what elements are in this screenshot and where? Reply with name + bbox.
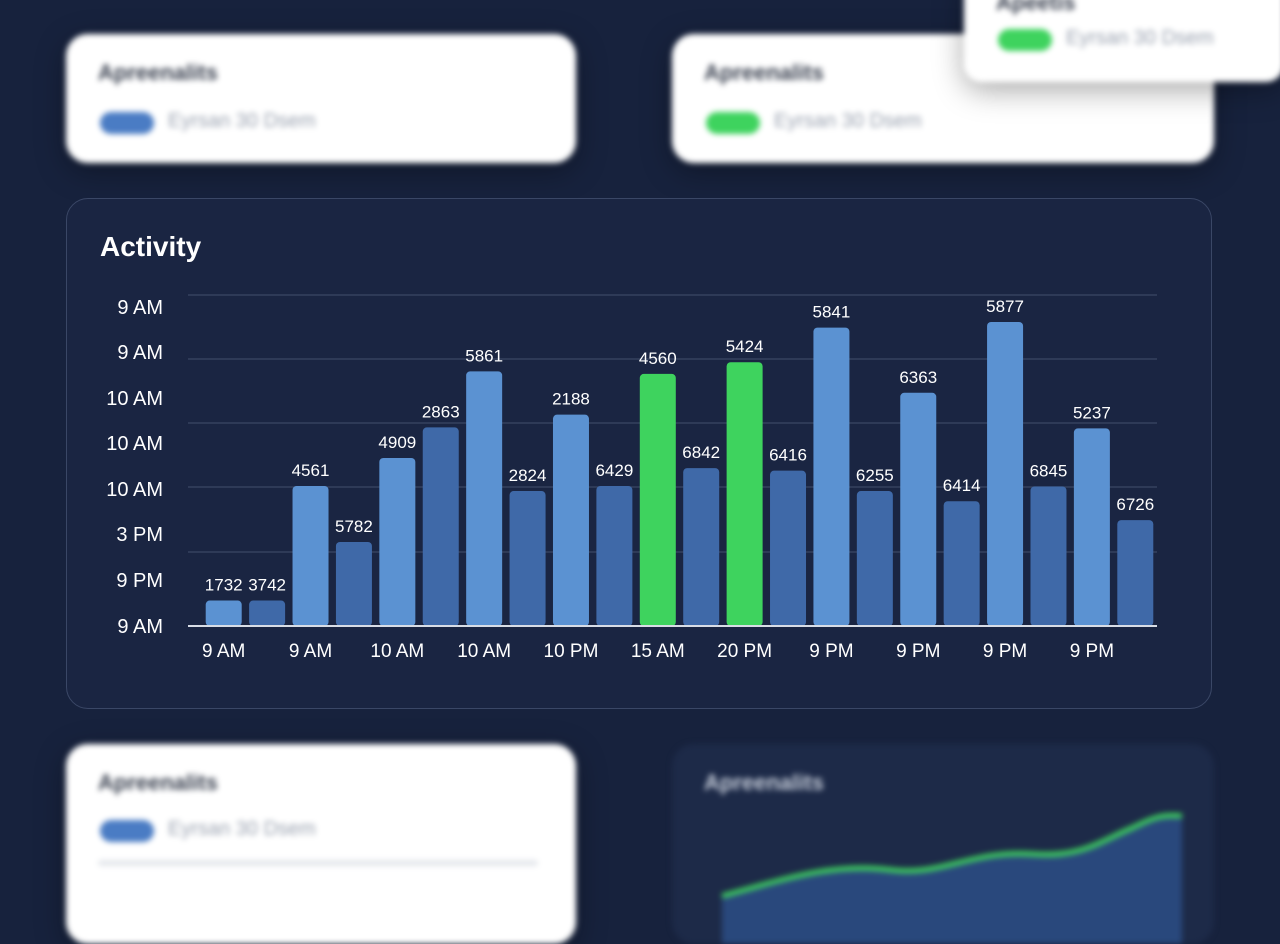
data-label: 6416 — [769, 446, 807, 465]
y-tick-label: 9 AM — [117, 342, 163, 364]
floating-card[interactable]: Apeetis Eyrsan 30 Dsem — [964, 0, 1280, 82]
bar — [249, 601, 285, 626]
data-label: 5782 — [335, 517, 373, 536]
bar — [553, 415, 589, 626]
data-label: 6726 — [1116, 495, 1154, 514]
bar — [510, 491, 546, 626]
x-tick-label: 10 AM — [370, 641, 424, 662]
data-label: 6845 — [1030, 461, 1068, 480]
data-label: 5424 — [726, 337, 764, 356]
area-sparkline — [672, 744, 1214, 944]
x-tick-label: 10 AM — [457, 641, 511, 662]
bar — [596, 486, 632, 626]
bar — [900, 393, 936, 626]
card-subtitle: Eyrsan 30 Dsem — [774, 110, 922, 133]
x-tick-label: 9 AM — [289, 641, 332, 662]
bar — [813, 328, 849, 626]
status-pill — [998, 29, 1052, 51]
data-label: 6414 — [943, 476, 981, 495]
bar — [1030, 486, 1066, 626]
x-tick-label: 9 PM — [1070, 641, 1114, 662]
activity-bar-chart: 9 AM 9 PM 3 PM 10 AM 10 AM 10 AM 9 AM 9 AM 1732 3… — [67, 199, 1213, 710]
x-tick-label: 15 AM — [631, 641, 685, 662]
bar — [640, 374, 676, 626]
data-label: 4561 — [292, 461, 330, 480]
data-label: 4909 — [378, 433, 416, 452]
card-title: Apeetis — [996, 0, 1075, 16]
bar — [857, 491, 893, 626]
data-label: 5841 — [813, 303, 851, 322]
x-tick-label: 9 AM — [202, 641, 245, 662]
data-label: 5861 — [465, 346, 503, 365]
bar — [1117, 520, 1153, 626]
bar — [987, 322, 1023, 626]
card-subtitle: Eyrsan 30 Dsem — [168, 818, 316, 841]
data-label: 4560 — [639, 349, 677, 368]
bar — [206, 601, 242, 626]
bar — [1074, 428, 1110, 626]
data-label: 2863 — [422, 402, 460, 421]
data-label: 1732 — [205, 576, 243, 595]
data-label: 6363 — [899, 368, 937, 387]
summary-card-bottom-left[interactable]: Apreenalits Eyrsan 30 Dsem — [66, 744, 576, 944]
data-label: 6429 — [595, 461, 633, 480]
x-tick-label: 10 PM — [544, 641, 599, 662]
x-tick-label: 9 PM — [896, 641, 940, 662]
status-pill — [100, 112, 154, 134]
data-label: 5877 — [986, 297, 1024, 316]
data-label: 2824 — [509, 466, 547, 485]
card-title: Apreenalits — [98, 770, 218, 796]
card-subtitle: Eyrsan 30 Dsem — [1066, 27, 1214, 50]
bar — [944, 501, 980, 626]
y-tick-label: 10 AM — [106, 433, 163, 455]
y-tick-label: 10 AM — [106, 388, 163, 410]
x-tick-label: 9 PM — [983, 641, 1027, 662]
bar — [683, 468, 719, 626]
y-tick-label: 9 PM — [116, 570, 163, 592]
y-tick-label: 9 AM — [117, 616, 163, 638]
placeholder-line — [98, 860, 538, 866]
bar — [379, 458, 415, 626]
y-tick-label: 9 AM — [117, 297, 163, 319]
summary-card-bottom-right[interactable]: Apreenalits — [672, 744, 1214, 944]
bar — [466, 371, 502, 626]
bar — [293, 486, 329, 626]
data-label: 2188 — [552, 390, 590, 409]
status-pill — [100, 820, 154, 842]
bar — [770, 471, 806, 626]
card-title: Apreenalits — [98, 60, 218, 86]
x-tick-label: 9 PM — [809, 641, 853, 662]
bar — [423, 427, 459, 626]
data-label: 6255 — [856, 466, 894, 485]
card-title: Apreenalits — [704, 60, 824, 86]
status-pill — [706, 112, 760, 134]
y-tick-label: 3 PM — [116, 524, 163, 546]
y-tick-label: 10 AM — [106, 479, 163, 501]
bar — [336, 542, 372, 626]
card-subtitle: Eyrsan 30 Dsem — [168, 110, 316, 133]
data-label: 5237 — [1073, 403, 1111, 422]
data-label: 6842 — [682, 443, 720, 462]
summary-card-top-left[interactable]: Apreenalits Eyrsan 30 Dsem — [66, 34, 576, 163]
bar — [727, 362, 763, 626]
data-label: 3742 — [248, 576, 286, 595]
x-tick-label: 20 PM — [717, 641, 772, 662]
